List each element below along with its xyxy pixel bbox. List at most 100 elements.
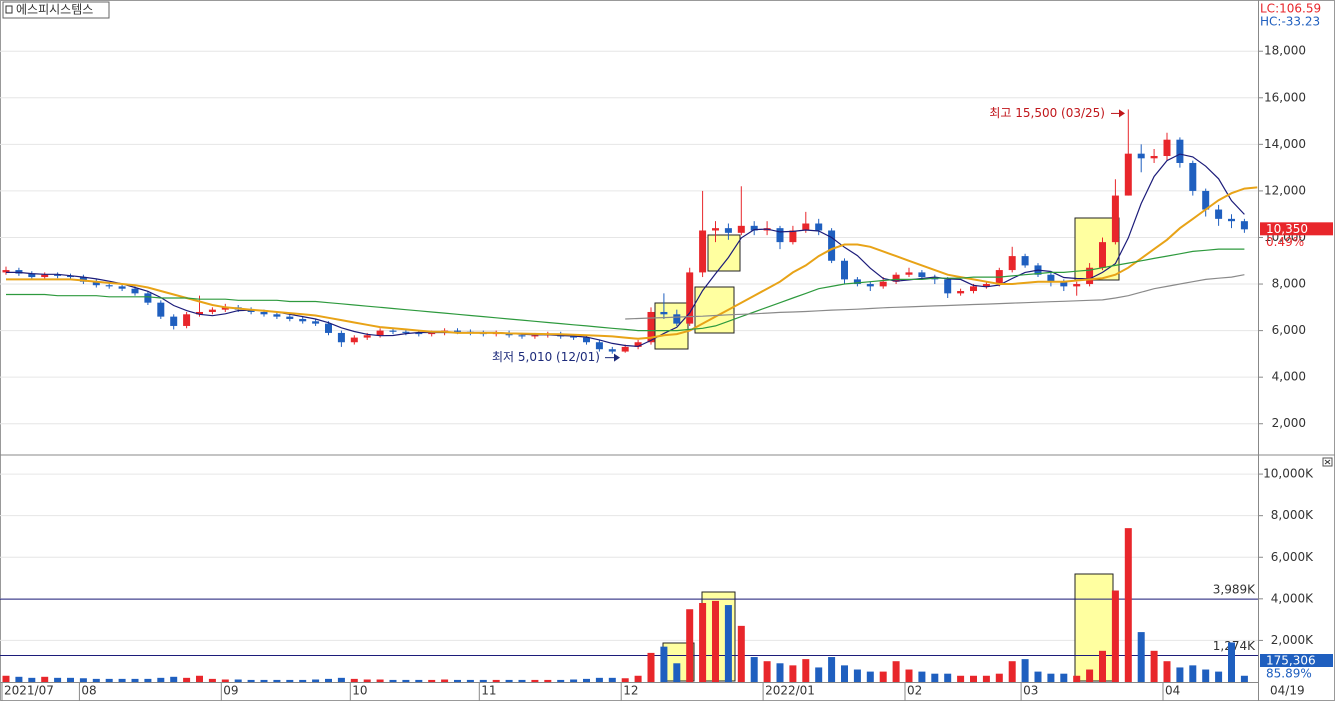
candle-body <box>1047 274 1055 282</box>
volume-bar <box>337 677 345 682</box>
x-tick-label: 02 <box>907 684 922 698</box>
candle-body <box>892 274 900 282</box>
candle-body <box>1111 195 1119 243</box>
volume-bar <box>1202 669 1210 682</box>
volume-bar <box>157 677 165 682</box>
candle-body <box>918 272 926 278</box>
volume-bar <box>15 676 23 682</box>
y-tick-label: 4,000K <box>1271 591 1314 605</box>
volume-bar <box>105 678 113 682</box>
volume-bar <box>634 675 642 682</box>
volume-bar <box>92 678 100 682</box>
candle-body <box>673 314 681 324</box>
volume-bar <box>208 678 216 682</box>
volume-bar <box>737 625 745 682</box>
x-tick-label: 11 <box>481 684 496 698</box>
indicator-hc: HC:-33.23 <box>1260 15 1320 29</box>
x-tick-label: 2021/07 <box>4 684 54 698</box>
volume-bar <box>466 679 474 682</box>
candle-body <box>376 330 384 336</box>
candle-body <box>337 332 345 343</box>
candle-body <box>402 331 410 333</box>
candle-body <box>260 311 268 315</box>
title-icon <box>5 5 13 14</box>
volume-bar <box>505 679 513 682</box>
candle-body <box>1189 162 1197 191</box>
volume-bar <box>479 679 487 682</box>
last-price-label: 10,350 <box>1266 222 1308 236</box>
candle-body <box>92 281 100 286</box>
candle-body <box>608 349 616 352</box>
candle-body <box>118 286 126 289</box>
volume-bar <box>1034 671 1042 682</box>
candle-body <box>1137 153 1145 159</box>
candle-body <box>982 284 990 287</box>
volume-bar <box>982 675 990 682</box>
x-tick-label: 09 <box>223 684 238 698</box>
last-date-label: 04/19 <box>1270 684 1305 698</box>
volume-bar <box>776 663 784 682</box>
volume-bar <box>260 679 268 682</box>
candle-body <box>415 332 423 335</box>
volume-bar <box>608 677 616 682</box>
volume-bar <box>789 665 797 682</box>
candle-body <box>737 225 745 233</box>
y-tick-label: 2,000 <box>1272 416 1306 430</box>
candle-body <box>853 279 861 285</box>
candle-body <box>583 337 590 343</box>
candle-body <box>879 281 887 287</box>
y-tick-label: 8,000 <box>1272 277 1306 291</box>
volume-bar <box>1099 650 1106 682</box>
candle-body <box>828 230 836 261</box>
volume-level-label: 3,989K <box>1213 583 1256 597</box>
volume-bar <box>1021 659 1029 682</box>
volume-bar <box>583 678 590 682</box>
candle-body <box>944 279 952 294</box>
volume-bar <box>879 671 887 682</box>
volume-bar <box>918 671 926 682</box>
volume-bar <box>170 676 178 682</box>
candle-body <box>1008 256 1016 271</box>
annotation: 최저 5,010 (12/01) <box>492 350 600 364</box>
candle-body <box>634 342 642 347</box>
candle-body <box>1124 153 1132 196</box>
x-tick-label: 08 <box>81 684 96 698</box>
y-tick-label: 6,000K <box>1271 550 1314 564</box>
candle-body <box>518 335 526 337</box>
y-tick-label: 8,000K <box>1271 508 1314 522</box>
volume-bar <box>853 669 861 682</box>
volume-bar <box>402 679 410 682</box>
highlight-box <box>1074 217 1120 281</box>
candle-body <box>750 225 758 231</box>
volume-bar <box>196 675 203 682</box>
volume-bar <box>1008 661 1016 682</box>
candle-body <box>54 274 62 276</box>
candle-body <box>208 309 216 312</box>
candle-body <box>621 346 629 352</box>
candle-body <box>789 230 797 243</box>
volume-bar <box>1073 675 1081 682</box>
candle-body <box>196 311 203 315</box>
candle-body <box>28 273 36 278</box>
chart-title: 에스피시스템스 <box>16 3 93 17</box>
candle-body <box>1215 209 1223 219</box>
moving-average-line <box>6 153 1245 348</box>
volume-bar <box>325 678 332 682</box>
volume-bar <box>750 657 758 682</box>
volume-bar <box>286 679 294 682</box>
candle-body <box>67 275 74 278</box>
x-tick-label: 12 <box>623 684 638 698</box>
volume-bar <box>557 679 565 682</box>
candle-body <box>273 314 281 317</box>
candle-body <box>299 318 307 322</box>
volume-bar <box>118 678 126 682</box>
volume-bar <box>144 678 152 682</box>
volume-bar <box>944 673 952 682</box>
candle-body <box>1073 284 1081 287</box>
volume-bar <box>1189 665 1197 682</box>
volume-bar <box>54 677 62 682</box>
volume-bar <box>621 678 629 682</box>
candle-body <box>1060 281 1068 287</box>
volume-bar <box>1176 667 1184 682</box>
y-tick-label: 18,000 <box>1264 44 1306 58</box>
